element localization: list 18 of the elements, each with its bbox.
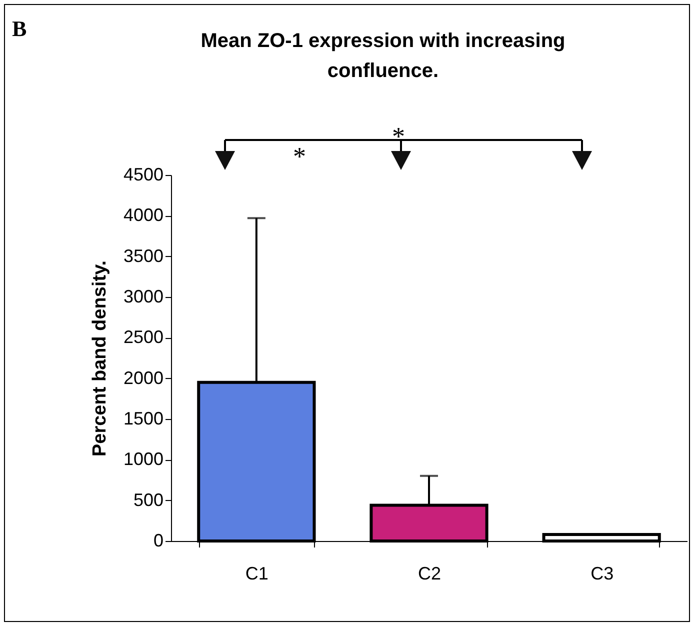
text: * xyxy=(392,122,405,152)
chart-title: Mean ZO-1 expression with increasing confluence. xyxy=(200,29,566,84)
y-tick-label: 0 xyxy=(153,530,164,550)
y-tick-label: 500 xyxy=(133,490,164,510)
y-tick-label: 1000 xyxy=(123,449,164,470)
x-tick-label: C3 xyxy=(590,564,614,584)
y-tick-label: 3000 xyxy=(123,286,164,306)
y-tick-label: 2500 xyxy=(123,327,164,348)
x-tick-label: C2 xyxy=(418,564,442,584)
y-axis-title: Percent band density. xyxy=(89,260,110,457)
y-tick-label: 2000 xyxy=(123,368,164,388)
y-tick-label: 4500 xyxy=(123,164,164,184)
y-tick-label: 4000 xyxy=(123,205,164,226)
y-tick-label: 1500 xyxy=(123,408,164,428)
text: B xyxy=(12,16,27,42)
text: * xyxy=(293,142,306,172)
x-tick-label: C1 xyxy=(245,564,268,584)
y-tick-label: 3500 xyxy=(123,246,164,266)
